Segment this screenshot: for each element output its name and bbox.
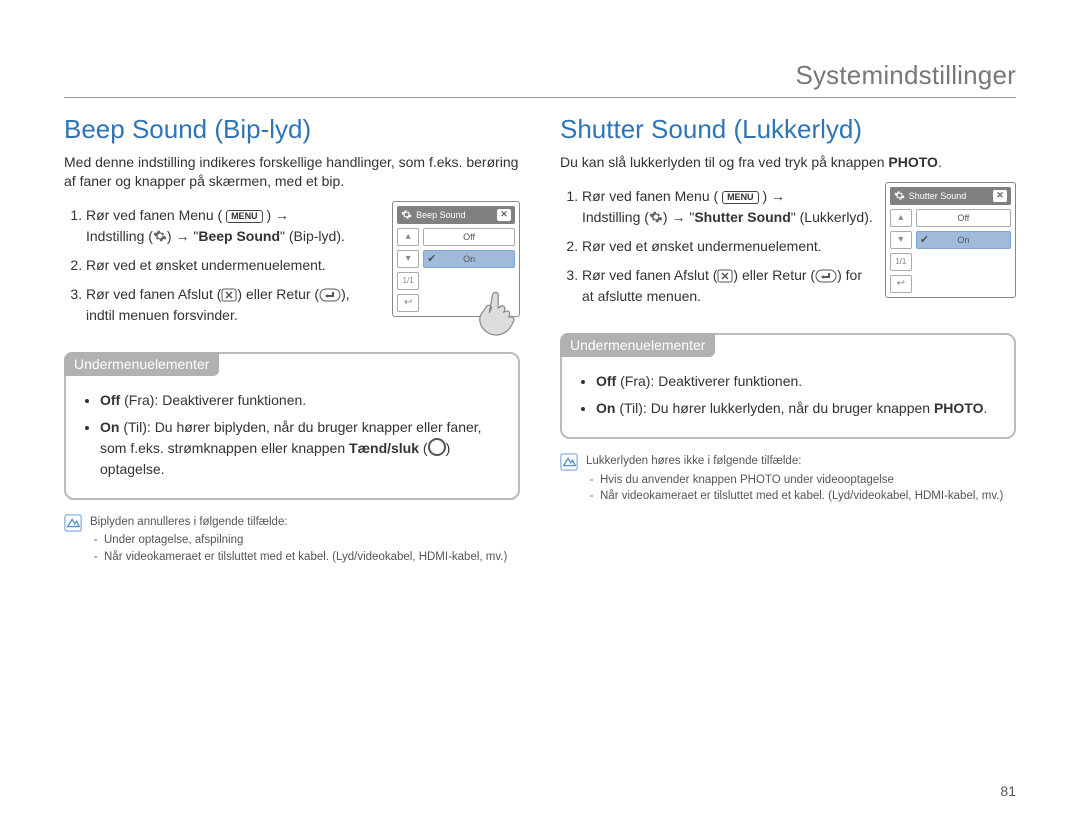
gear-icon	[894, 190, 905, 201]
gear-icon	[649, 210, 663, 224]
note-lead: Biplyden annulleres i følgende tilfælde:	[90, 514, 507, 531]
close-icon	[221, 288, 237, 302]
submenu-list: Off (Fra): Deaktiverer funktionen. On (T…	[578, 371, 998, 419]
intro-text: Du kan slå lukkerlyden til og fra ved tr…	[560, 153, 1016, 172]
list-item: On (Til): Du hører biplyden, når du brug…	[100, 417, 502, 480]
note-icon	[560, 453, 578, 505]
close-icon: ✕	[497, 209, 511, 221]
down-icon: ▾	[397, 250, 419, 268]
check-icon: ✔	[920, 233, 929, 246]
mini-page: 1/1	[397, 272, 419, 290]
left-column: Beep Sound (Bip-lyd) Med denne indstilli…	[64, 112, 520, 566]
submenu-box: Undermenuelementer Off (Fra): Deaktivere…	[560, 333, 1016, 439]
note-block: Biplyden annulleres i følgende tilfælde:…	[64, 514, 520, 566]
close-icon: ✕	[993, 190, 1007, 202]
return-icon: ↩	[397, 294, 419, 312]
submenu-list: Off (Fra): Deaktiverer funktionen. On (T…	[82, 390, 502, 480]
list-item: On (Til): Du hører lukkerlyden, når du b…	[596, 398, 998, 419]
mini-sidebar: ▴ ▾ 1/1 ↩	[397, 228, 419, 312]
mini-row-on: ✔On	[916, 231, 1011, 249]
manual-page: Systemindstillinger Beep Sound (Bip-lyd)…	[0, 0, 1080, 827]
section-heading: Shutter Sound (Lukkerlyd)	[560, 114, 1016, 145]
mini-screenshot-beep: Beep Sound ✕ ▴ ▾ 1/1 ↩ Off ✔On	[392, 201, 520, 317]
right-column: Shutter Sound (Lukkerlyd) Du kan slå luk…	[560, 112, 1016, 566]
note-icon	[64, 514, 82, 566]
record-icon	[428, 438, 446, 456]
list-item: Off (Fra): Deaktiverer funktionen.	[596, 371, 998, 392]
gear-icon	[401, 209, 412, 220]
list-item: Off (Fra): Deaktiverer funktionen.	[100, 390, 502, 411]
up-icon: ▴	[890, 209, 912, 227]
note-item: Under optagelse, afspilning	[104, 532, 507, 549]
mini-title: Beep Sound	[416, 210, 466, 220]
note-item: Når videokameraet er tilsluttet med et k…	[600, 488, 1003, 505]
page-number: 81	[1000, 783, 1016, 799]
submenu-tab: Undermenuelementer	[560, 333, 715, 357]
mini-sidebar: ▴ ▾ 1/1 ↩	[890, 209, 912, 293]
close-icon	[717, 269, 733, 283]
step-2: Rør ved et ønsket undermenuelement.	[86, 255, 380, 276]
return-icon	[815, 269, 837, 283]
step-3: Rør ved fanen Afslut () eller Retur (), …	[86, 284, 380, 326]
submenu-box: Undermenuelementer Off (Fra): Deaktivere…	[64, 352, 520, 500]
note-lead: Lukkerlyden høres ikke i følgende tilfæl…	[586, 453, 1003, 470]
return-icon	[319, 288, 341, 302]
mini-page: 1/1	[890, 253, 912, 271]
step-3: Rør ved fanen Afslut () eller Retur () f…	[582, 265, 873, 307]
mini-row-off: Off	[916, 209, 1011, 227]
header-title: Systemindstillinger	[64, 60, 1016, 91]
mini-row-on: ✔On	[423, 250, 515, 268]
gear-icon	[153, 229, 167, 243]
mini-row-off: Off	[423, 228, 515, 246]
submenu-tab: Undermenuelementer	[64, 352, 219, 376]
step-2: Rør ved et ønsket undermenuelement.	[582, 236, 873, 257]
down-icon: ▾	[890, 231, 912, 249]
step-1: Rør ved fanen Menu ( MENU ) → Indstillin…	[582, 186, 873, 228]
section-heading: Beep Sound (Bip-lyd)	[64, 114, 520, 145]
mini-screenshot-shutter: Shutter Sound ✕ ▴ ▾ 1/1 ↩ Off ✔On	[885, 182, 1016, 298]
steps-list: Rør ved fanen Menu ( MENU ) → Indstillin…	[560, 186, 873, 315]
note-block: Lukkerlyden høres ikke i følgende tilfæl…	[560, 453, 1016, 505]
step-1: Rør ved fanen Menu ( MENU ) → Indstillin…	[86, 205, 380, 247]
menu-icon: MENU	[226, 210, 263, 223]
mini-title: Shutter Sound	[909, 191, 967, 201]
up-icon: ▴	[397, 228, 419, 246]
intro-text: Med denne indstilling indikeres forskell…	[64, 153, 520, 191]
menu-icon: MENU	[722, 191, 759, 204]
return-icon: ↩	[890, 275, 912, 293]
mini-titlebar: Beep Sound ✕	[397, 206, 515, 224]
hand-icon	[473, 286, 525, 338]
steps-row: Rør ved fanen Menu ( MENU ) → Indstillin…	[64, 201, 520, 334]
page-header: Systemindstillinger	[64, 60, 1016, 98]
note-item: Hvis du anvender knappen PHOTO under vid…	[600, 472, 1003, 489]
note-item: Når videokameraet er tilsluttet med et k…	[104, 549, 507, 566]
mini-titlebar: Shutter Sound ✕	[890, 187, 1011, 205]
steps-row: Rør ved fanen Menu ( MENU ) → Indstillin…	[560, 182, 1016, 315]
check-icon: ✔	[427, 252, 436, 265]
columns: Beep Sound (Bip-lyd) Med denne indstilli…	[64, 112, 1016, 566]
steps-list: Rør ved fanen Menu ( MENU ) → Indstillin…	[64, 205, 380, 334]
